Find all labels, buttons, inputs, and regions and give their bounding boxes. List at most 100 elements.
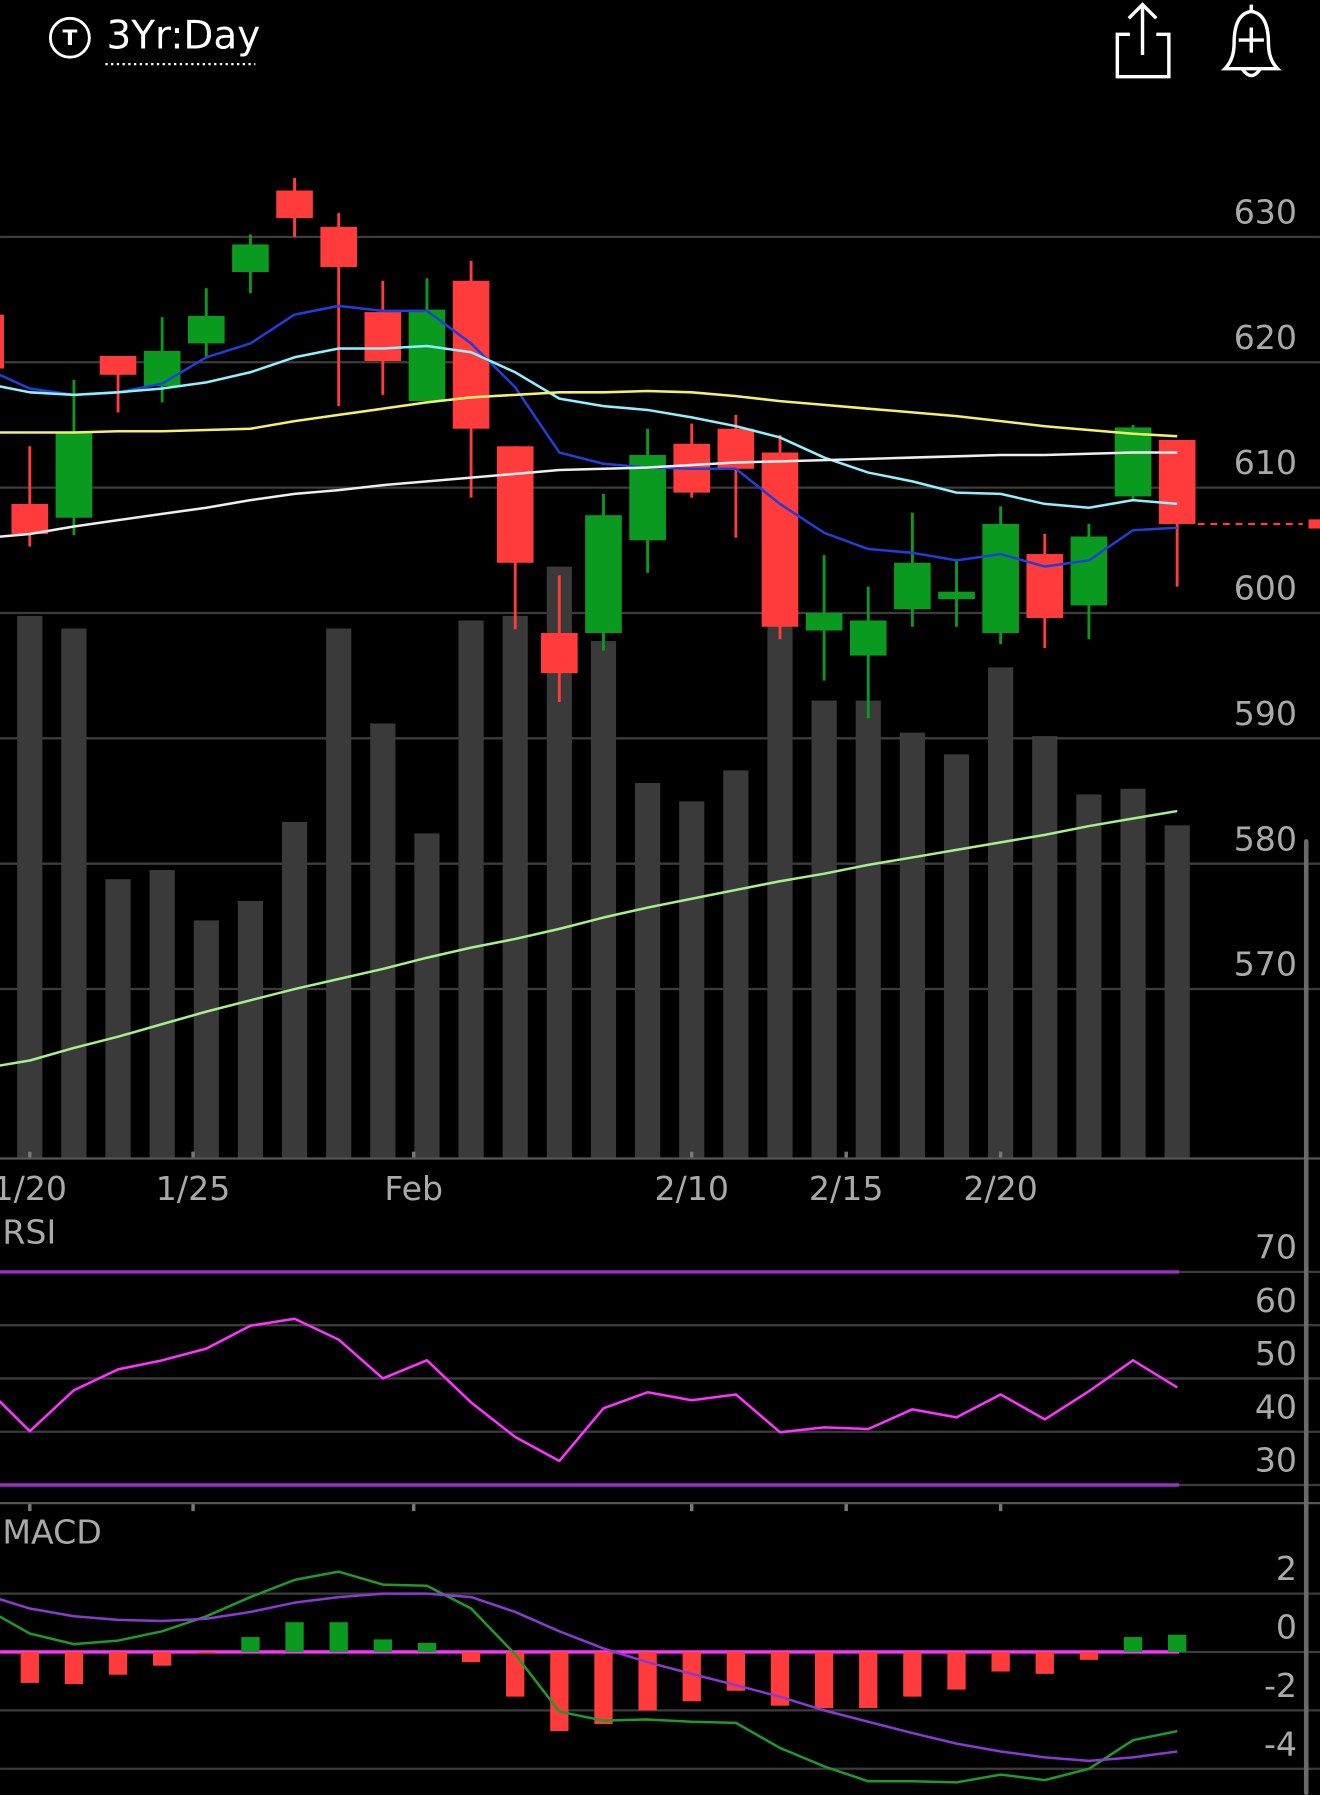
share-box (1115, 32, 1171, 79)
share-button[interactable] (1115, 2, 1171, 79)
macd-histogram-bar (1035, 1651, 1054, 1674)
volume-bar (326, 628, 352, 1159)
macd-histogram-bar (859, 1651, 878, 1709)
y-tick-label: 620 (1234, 318, 1297, 357)
volume-bar (17, 615, 43, 1159)
volume-bar (943, 754, 970, 1159)
indicator-line (0, 1570, 1178, 1784)
candle-body (585, 515, 622, 634)
y-tick-label: 630 (1234, 193, 1297, 232)
candle-body (938, 591, 975, 600)
badge[interactable]: T (62, 26, 77, 51)
y-tick-label: 0 (1276, 1608, 1297, 1647)
candle-body (541, 633, 578, 674)
candle-body (1114, 427, 1152, 497)
candle-body (629, 455, 666, 541)
y-tick-label: 600 (1234, 569, 1297, 608)
macd-histogram-bar (108, 1651, 128, 1675)
volume-bar (767, 623, 793, 1159)
x-tick-label: 2/20 (963, 1169, 1038, 1208)
volume-bar (105, 879, 131, 1159)
y-tick-label: 570 (1234, 945, 1297, 984)
volume-bar (988, 667, 1014, 1159)
macd-histogram-bar (64, 1651, 84, 1685)
volume-bar (855, 700, 881, 1159)
y-tick-label: 580 (1234, 819, 1297, 858)
plot-area: 5705805906006106206301/201/25Feb2/102/15… (0, 177, 1320, 1784)
indicator-line (0, 451, 1178, 538)
y-tick-label: 40 (1255, 1387, 1297, 1426)
candle-body (143, 350, 181, 387)
macd-histogram-bar (461, 1651, 481, 1663)
x-tick-label: 2/10 (654, 1169, 729, 1208)
x-tick-label: 1/20 (0, 1169, 67, 1208)
candle-body (982, 523, 1019, 634)
indicator-line (0, 344, 1178, 509)
volume-bar (370, 723, 396, 1159)
share-arrow (1127, 2, 1158, 55)
y-tick-label: -4 (1264, 1724, 1297, 1763)
volume-bar (1032, 736, 1058, 1159)
macd-histogram-bar (638, 1651, 657, 1711)
macd-histogram-bar (417, 1642, 437, 1652)
bell-plus (1238, 4, 1264, 78)
candle-body (232, 244, 269, 273)
volume-bar (414, 833, 440, 1159)
macd-histogram-bar (947, 1651, 966, 1690)
candle-body (364, 312, 402, 362)
macd-histogram-bar (814, 1651, 834, 1709)
candle-body (55, 432, 93, 518)
x-tick-label: 2/15 (809, 1169, 884, 1208)
indicator-line (0, 304, 1178, 568)
y-tick-label: 50 (1255, 1334, 1297, 1373)
volume-bar (723, 770, 749, 1159)
candle-body (1158, 439, 1196, 524)
macd-histogram-bar (1079, 1651, 1099, 1660)
macd-histogram-bar (241, 1637, 260, 1652)
alert-button[interactable] (1220, 4, 1282, 78)
volume-bar (1076, 794, 1102, 1159)
candle-body (320, 226, 358, 267)
macd-histogram-bar (506, 1651, 525, 1697)
bell (1220, 9, 1282, 71)
candle-body (276, 190, 313, 219)
candle-body (849, 620, 887, 656)
volume-bar (679, 801, 705, 1159)
indicator-line (0, 809, 1178, 1067)
indicator-line (0, 1592, 1178, 1763)
macd-histogram-bar (682, 1651, 701, 1702)
indicator-line (0, 389, 1178, 438)
macd-histogram-bar (373, 1639, 392, 1652)
volume-bar (1120, 788, 1146, 1159)
volume-bar (635, 783, 661, 1159)
y-tick-label: 60 (1255, 1281, 1297, 1320)
macd-histogram-bar (20, 1651, 39, 1683)
volume-bar (502, 615, 528, 1159)
y-tick-label: 610 (1234, 443, 1297, 482)
timeframe[interactable]: 3Yr:Day (107, 13, 261, 58)
candle-body (496, 446, 534, 563)
volume-bar (458, 620, 484, 1159)
volume-bar (149, 870, 175, 1159)
candle-body (11, 503, 49, 534)
macd-histogram-bar (197, 1651, 216, 1654)
volume-bar (193, 920, 219, 1159)
candle-body (761, 452, 799, 627)
candle-body (894, 562, 931, 610)
indicator-line (0, 1317, 1178, 1463)
candle-body (0, 314, 4, 369)
candle-body (805, 612, 843, 631)
candle-body (1070, 536, 1108, 606)
y-tick-label: 2 (1276, 1549, 1297, 1588)
header: T 3Yr:Day (48, 2, 1282, 79)
macd-histogram-bar (1167, 1634, 1187, 1652)
macd-histogram-bar (329, 1622, 348, 1652)
volume-bar (590, 641, 617, 1159)
y-tick-label: 590 (1234, 694, 1297, 733)
badge-circle[interactable] (48, 16, 91, 59)
candle-body (187, 315, 225, 344)
y-tick-label: 70 (1255, 1228, 1297, 1267)
candle-body (99, 355, 137, 375)
